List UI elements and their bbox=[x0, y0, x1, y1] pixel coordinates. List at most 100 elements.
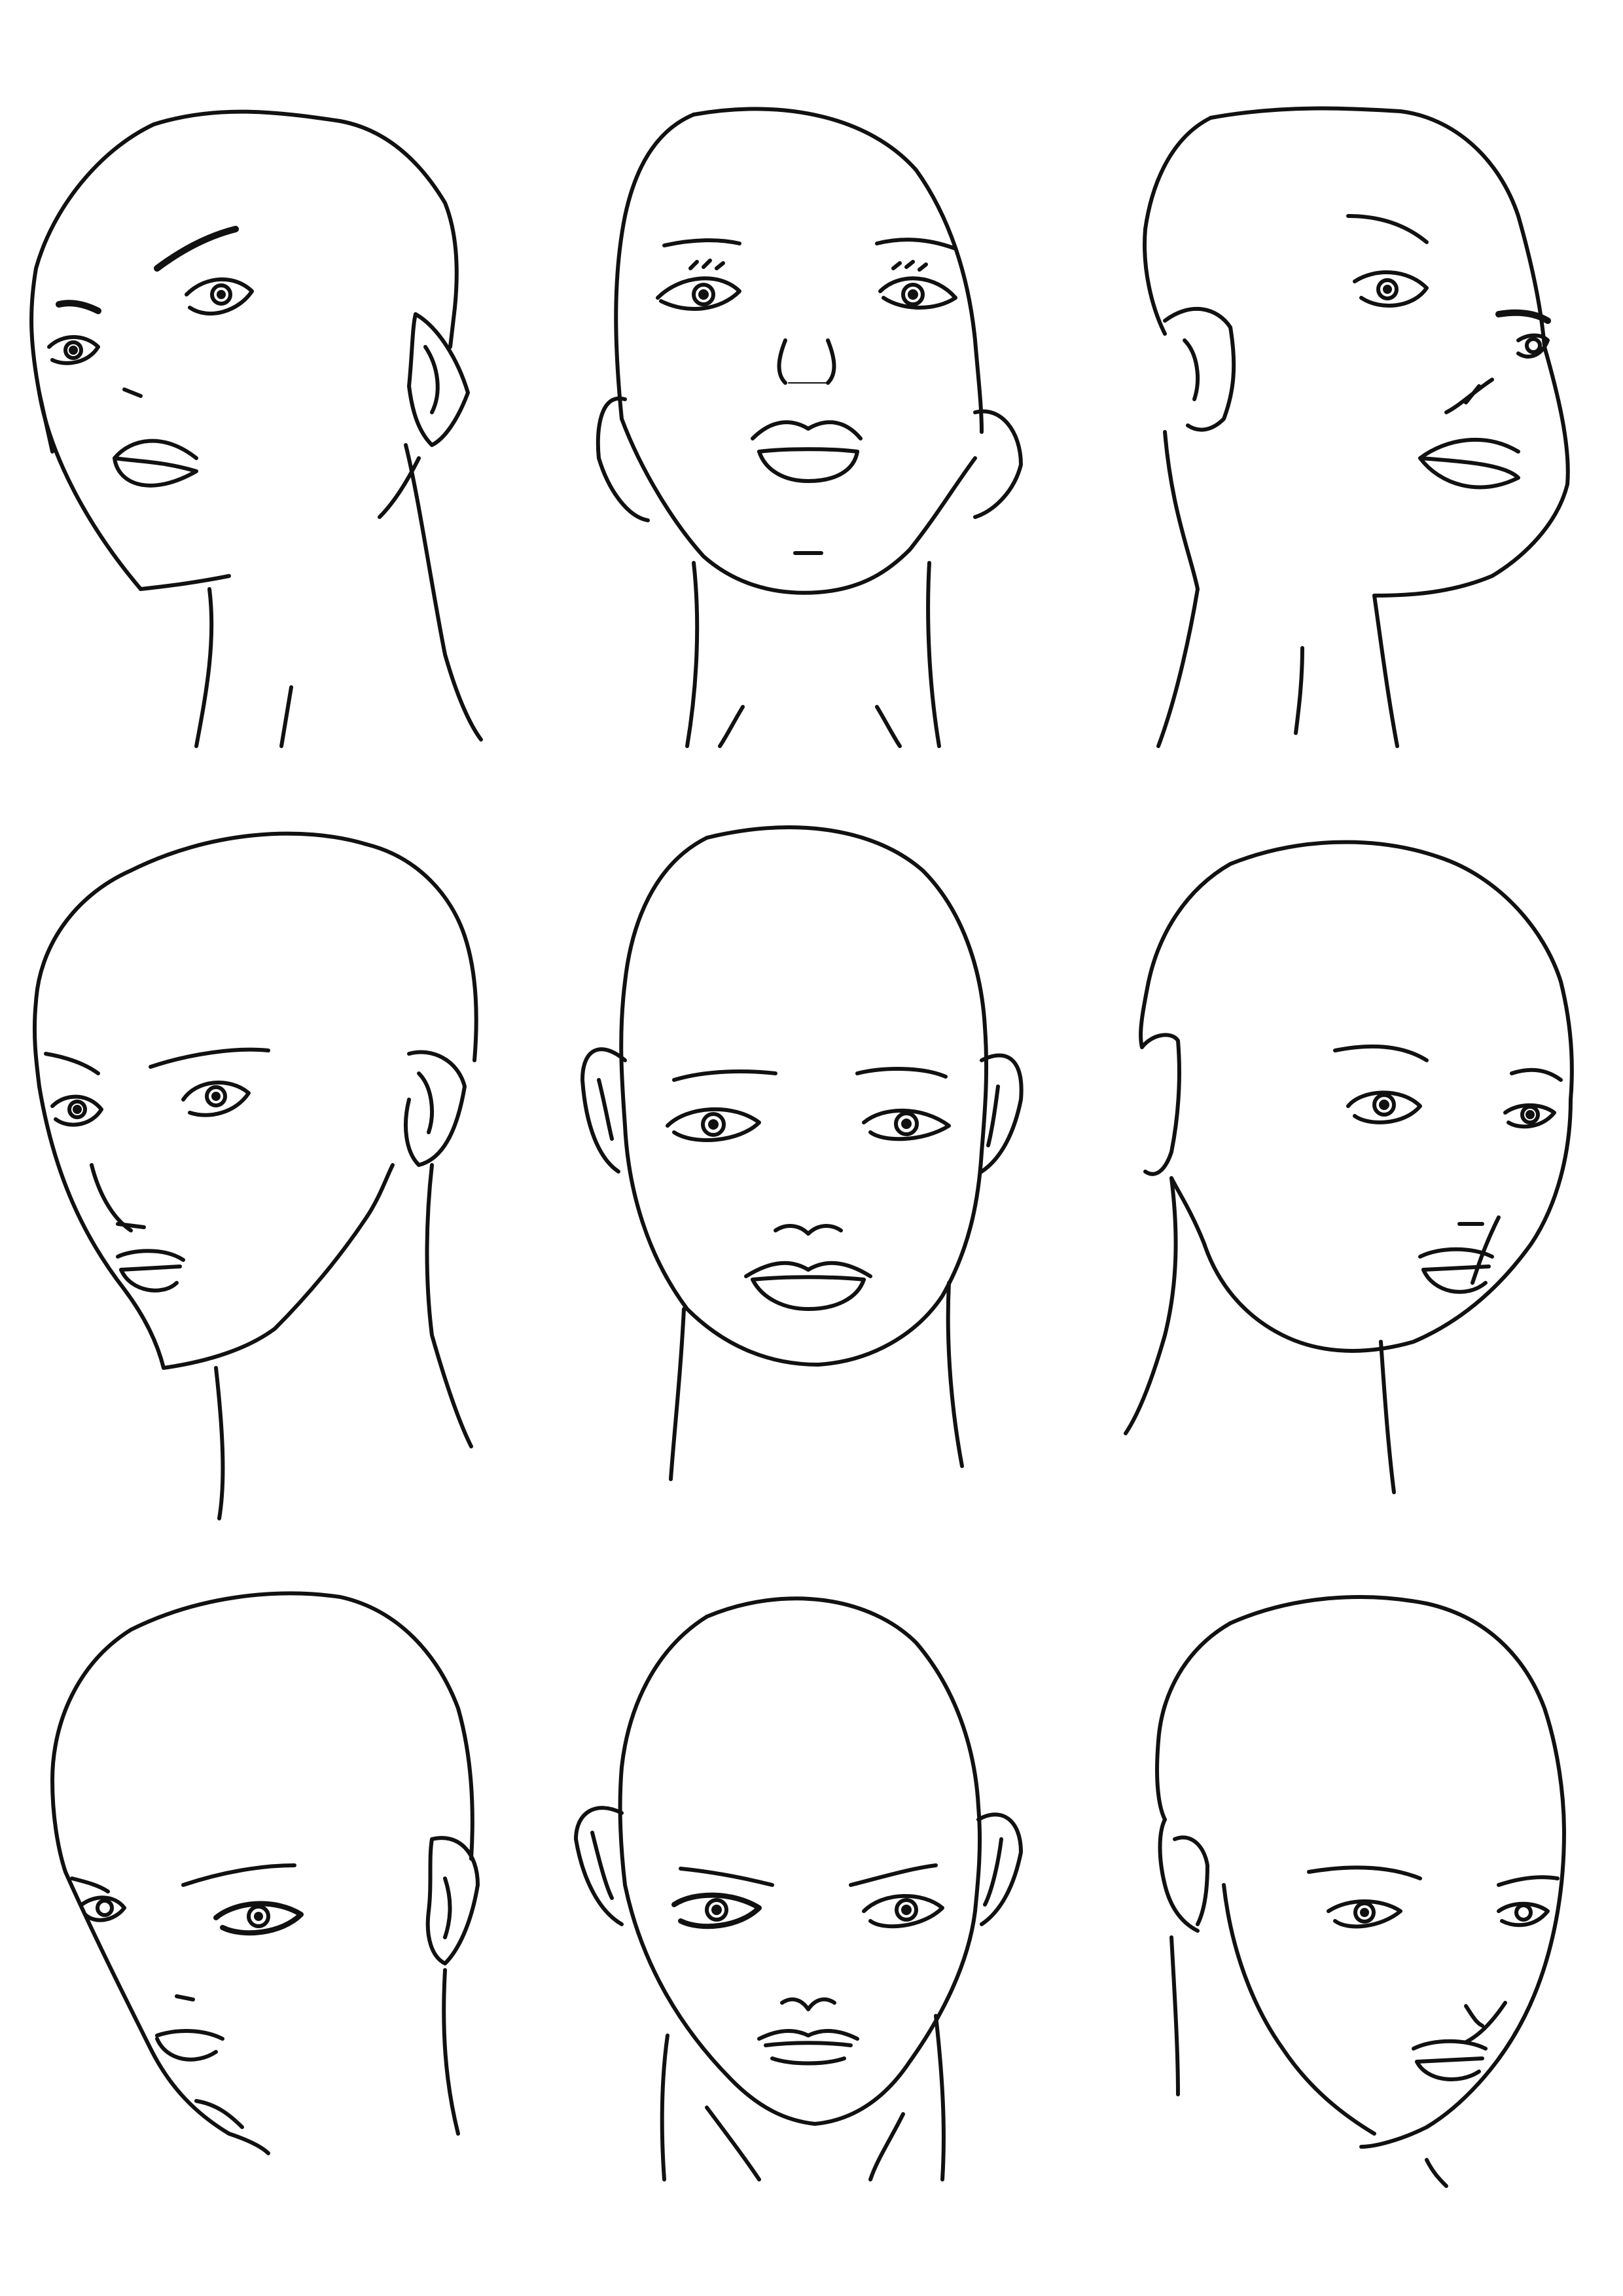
eye-left-iris bbox=[1525, 337, 1542, 354]
brow-right bbox=[1346, 214, 1429, 244]
neck-right bbox=[404, 443, 483, 742]
skull-outline bbox=[129, 1591, 474, 1861]
cheek-line bbox=[37, 391, 54, 454]
skull-left bbox=[618, 1615, 709, 1887]
eye-left-pupil bbox=[698, 289, 709, 300]
eye-left-iris bbox=[96, 1899, 114, 1917]
upper-lip bbox=[116, 1249, 185, 1262]
eye-left bbox=[1516, 333, 1550, 359]
jaw-outline bbox=[623, 1124, 984, 1367]
neck-inner-left bbox=[705, 2106, 761, 2181]
face-edge-line bbox=[378, 456, 421, 519]
ear-inner bbox=[443, 1876, 452, 1939]
ear-left-inner bbox=[597, 1078, 614, 1141]
neck-right bbox=[934, 2014, 946, 2181]
lower-lip bbox=[757, 450, 859, 483]
ear-right bbox=[980, 1053, 1024, 1174]
nose bbox=[780, 1997, 836, 2011]
ear-outline bbox=[407, 312, 470, 447]
skull-left bbox=[50, 1628, 133, 1874]
eye-right-pupil bbox=[901, 1905, 912, 1915]
brow-right bbox=[149, 1047, 270, 1069]
eye-left-pupil bbox=[69, 346, 78, 355]
eye-left-iris bbox=[63, 340, 83, 360]
skull-outline bbox=[705, 1596, 982, 1913]
ear-outline bbox=[404, 1050, 467, 1167]
nose bbox=[175, 1994, 195, 2001]
neck-left bbox=[660, 2034, 669, 2181]
ear-left bbox=[580, 1047, 627, 1174]
eye-left bbox=[50, 1094, 103, 1127]
eye-right bbox=[878, 276, 957, 310]
eye-left-iris bbox=[692, 283, 715, 306]
eye-left-pupil bbox=[711, 1905, 722, 1915]
eye-right bbox=[213, 1901, 304, 1936]
neck-right bbox=[442, 1968, 460, 2136]
eye-left-pupil bbox=[73, 1105, 82, 1114]
eye-left-iris bbox=[701, 1112, 726, 1137]
eye-left bbox=[671, 1892, 762, 1929]
ear-inner bbox=[417, 1071, 434, 1134]
skull-outline bbox=[29, 122, 156, 591]
eye-right-iris bbox=[1353, 1901, 1376, 1924]
head-three-quarter-right-looking-up bbox=[1143, 106, 1570, 748]
eye-right-iris bbox=[901, 283, 925, 306]
eye-right-iris bbox=[895, 1898, 918, 1922]
skull-left bbox=[614, 113, 696, 421]
brow-left bbox=[679, 1867, 774, 1887]
lower-lip bbox=[1415, 2060, 1481, 2081]
neck-right bbox=[1372, 594, 1399, 748]
lip-line bbox=[1415, 2056, 1484, 2064]
eye-left-iris bbox=[67, 1100, 87, 1119]
lip-line bbox=[119, 1265, 182, 1272]
eye-left bbox=[1503, 1103, 1556, 1129]
skull-outline bbox=[692, 107, 984, 434]
eye-right-pupil bbox=[908, 289, 918, 300]
upper-lip bbox=[751, 420, 863, 440]
neck-left bbox=[214, 1366, 225, 1520]
lower-lip bbox=[119, 1268, 179, 1293]
head-three-quarter-left-looking-down bbox=[50, 1591, 480, 2155]
eye-left-pupil bbox=[1525, 1110, 1535, 1119]
brow-right bbox=[181, 1863, 296, 1887]
eye-right bbox=[1327, 1899, 1402, 1929]
skull-left bbox=[619, 836, 709, 1128]
skull-left bbox=[32, 869, 133, 1088]
neck-left bbox=[685, 561, 700, 748]
nose bbox=[1464, 2004, 1484, 2028]
brow-right bbox=[154, 226, 239, 272]
head-outline bbox=[152, 109, 459, 349]
upper-lip bbox=[1418, 1247, 1494, 1259]
eye-left-iris bbox=[705, 1898, 728, 1922]
nose bbox=[1464, 384, 1481, 404]
ear-inner bbox=[1183, 338, 1200, 401]
head-three-quarter-left-looking-up bbox=[29, 109, 483, 748]
ear-outline bbox=[1163, 306, 1236, 432]
eye-left-lashes bbox=[688, 259, 725, 270]
brow-left bbox=[56, 300, 101, 314]
eye-right-pupil bbox=[1379, 1100, 1389, 1110]
upper-lip bbox=[155, 2029, 224, 2041]
neck-inner-right bbox=[875, 705, 902, 748]
upper-lip bbox=[744, 1261, 872, 1278]
ear-left-inner bbox=[590, 1831, 614, 1900]
ear-outline bbox=[1158, 1818, 1200, 1933]
ear-right-inner bbox=[983, 1837, 1003, 1907]
ear-inner bbox=[423, 345, 440, 414]
brow-right bbox=[1307, 1865, 1422, 1880]
brow-left bbox=[672, 1069, 777, 1082]
neck-inner bbox=[279, 685, 293, 748]
skull-back bbox=[1139, 862, 1232, 1049]
eye-right bbox=[862, 1893, 944, 1929]
lower-lip bbox=[113, 456, 198, 488]
ear-right bbox=[973, 409, 1023, 519]
lip-line bbox=[751, 1275, 866, 1282]
jaw-line bbox=[139, 574, 231, 591]
ear-outline bbox=[1140, 1033, 1181, 1176]
skull-outline bbox=[705, 825, 989, 1154]
neck-inner bbox=[1294, 646, 1304, 735]
upper-lip bbox=[757, 2029, 859, 2041]
head-three-quarter-left-level bbox=[32, 831, 478, 1520]
eye-right-iris bbox=[1372, 1093, 1396, 1117]
